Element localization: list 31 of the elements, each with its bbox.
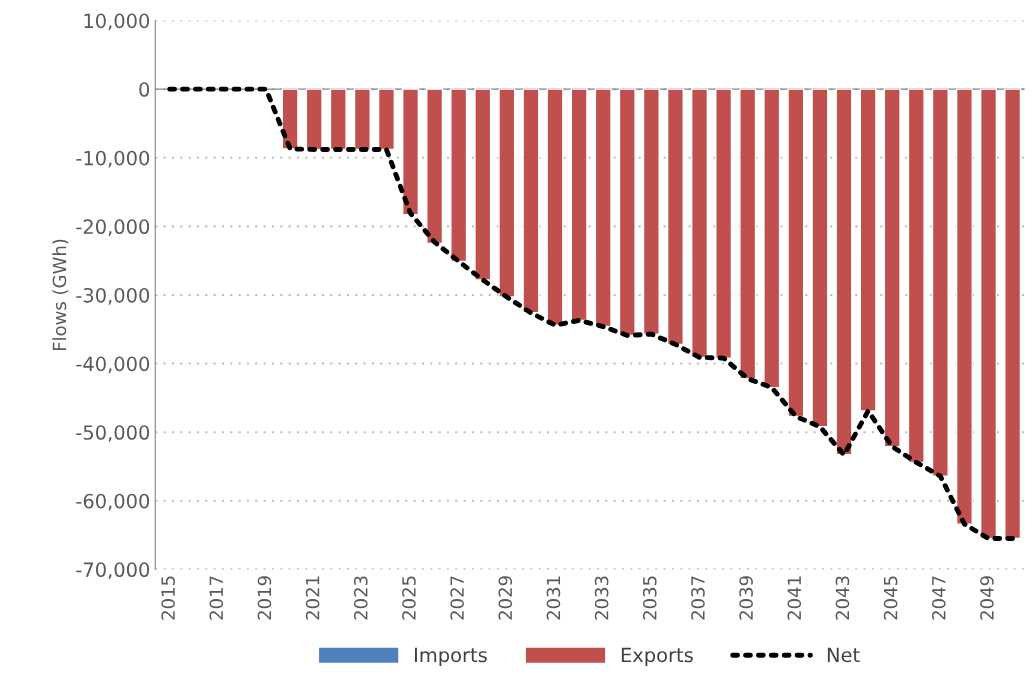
y-tick-label: 10,000 [84, 13, 150, 31]
x-tick-label: 2023 [353, 576, 368, 620]
x-tick-label: 2021 [305, 576, 320, 620]
y-tick-label: -10,000 [76, 150, 150, 168]
y-tick-label: -60,000 [76, 493, 150, 511]
x-tick-label: 2029 [498, 576, 513, 620]
y-tick-label: 0 [139, 82, 150, 97]
y-tick-label: -50,000 [76, 425, 150, 442]
y-tick-label: -20,000 [76, 219, 150, 237]
y-tick-label: -30,000 [76, 287, 150, 305]
x-tick-label: 2037 [691, 576, 705, 620]
x-tick-label: 2027 [450, 576, 464, 620]
x-tick-label: 2031 [546, 576, 561, 620]
x-tick-label: 2041 [787, 576, 802, 620]
x-tick-label: 2049 [980, 576, 994, 620]
legend-label: Imports [415, 647, 487, 667]
x-tick-label: 2045 [883, 576, 898, 620]
x-tick-label: 2039 [739, 576, 753, 620]
legend-label: Exports [621, 647, 693, 667]
legend-label: Net [827, 647, 860, 663]
y-tick-label: -70,000 [76, 562, 150, 580]
x-tick-label: 2033 [594, 576, 609, 620]
y-axis-title: Flows (GWh) [52, 239, 69, 351]
x-tick-label: 2035 [642, 576, 657, 620]
x-tick-label: 2017 [209, 576, 224, 620]
x-tick-label: 2047 [931, 576, 946, 620]
y-tick-label: -40,000 [76, 356, 150, 374]
x-tick-label: 2043 [835, 576, 850, 620]
x-tick-label: 2025 [402, 576, 416, 620]
x-tick-label: 2019 [257, 576, 272, 620]
x-tick-label: 2015 [161, 576, 175, 620]
